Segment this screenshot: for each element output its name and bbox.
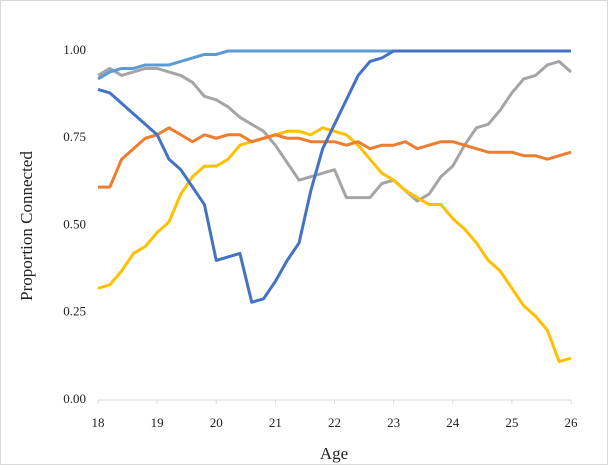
y-axis-label: Proportion Connected [17, 151, 36, 301]
y-tick-label: 1.00 [63, 42, 86, 57]
x-tick-label: 19 [151, 415, 164, 430]
y-tick-label: 0.50 [63, 216, 86, 231]
y-tick-label: 0.25 [63, 304, 86, 319]
x-axis-label: Age [320, 444, 348, 463]
x-tick-label: 24 [446, 415, 460, 430]
x-tick-label: 18 [92, 415, 105, 430]
x-tick-label: 21 [269, 415, 282, 430]
x-tick-label: 25 [505, 415, 518, 430]
x-tick-label: 26 [565, 415, 579, 430]
x-tick-label: 20 [210, 415, 223, 430]
y-tick-label: 0.75 [63, 129, 86, 144]
series-line [97, 126, 572, 364]
x-tick-label: 22 [328, 415, 341, 430]
series-line [97, 49, 571, 304]
series-line [98, 126, 572, 189]
series-line [97, 59, 572, 203]
y-tick-label: 0.00 [63, 391, 86, 406]
x-tick-label: 23 [387, 415, 400, 430]
